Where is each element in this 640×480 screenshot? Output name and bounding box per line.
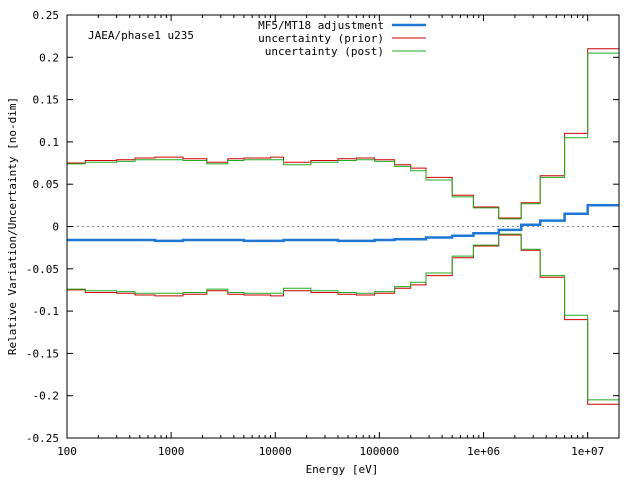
plot-frame [66, 14, 620, 439]
y-axis-label: Relative Variation/Uncertainty [no-dim] [6, 97, 19, 355]
x-axis-label: Energy [eV] [306, 463, 379, 476]
series-line-prior-upper [67, 48, 619, 219]
y-tick-label: 0.05 [33, 178, 60, 191]
y-tick-label: -0.15 [26, 347, 59, 360]
y-tick-label: -0.1 [33, 305, 60, 318]
y-tick-label: -0.2 [33, 390, 60, 403]
series-line-adjustment [67, 204, 619, 243]
legend-label: uncertainty (prior) [258, 32, 384, 45]
legend-label: uncertainty (post) [265, 45, 384, 58]
chart-annotation: JAEA/phase1 u235 [88, 29, 194, 42]
y-tick-label: 0.15 [33, 94, 60, 107]
y-tick-label: 0 [52, 221, 59, 234]
y-tick-label: -0.25 [26, 432, 59, 445]
series-line-prior-lower [67, 234, 619, 405]
series-line-post-upper [67, 52, 619, 220]
y-tick-label: 0.25 [33, 9, 60, 22]
tick-layer: 0.25 0.2 0.15 0.1 0.05 0 -0.05 -0.1 -0.15 -0.2 -0.… [26, 9, 619, 458]
y-tick-label: 0.2 [39, 51, 59, 64]
x-tick-label: 1000 [158, 445, 185, 458]
x-tick-label: 100 [57, 445, 77, 458]
x-tick-label: 1e+07 [571, 445, 604, 458]
y-tick-label: -0.05 [26, 263, 59, 276]
y-tick-label: 0.1 [39, 136, 59, 149]
x-tick-label: 1e+06 [467, 445, 500, 458]
x-tick-label: 10000 [259, 445, 292, 458]
series-line-post-lower [67, 233, 619, 401]
x-tick-label: 100000 [360, 445, 400, 458]
legend-label: MF5/MT18 adjustment [258, 19, 384, 32]
series-layer [67, 48, 619, 405]
